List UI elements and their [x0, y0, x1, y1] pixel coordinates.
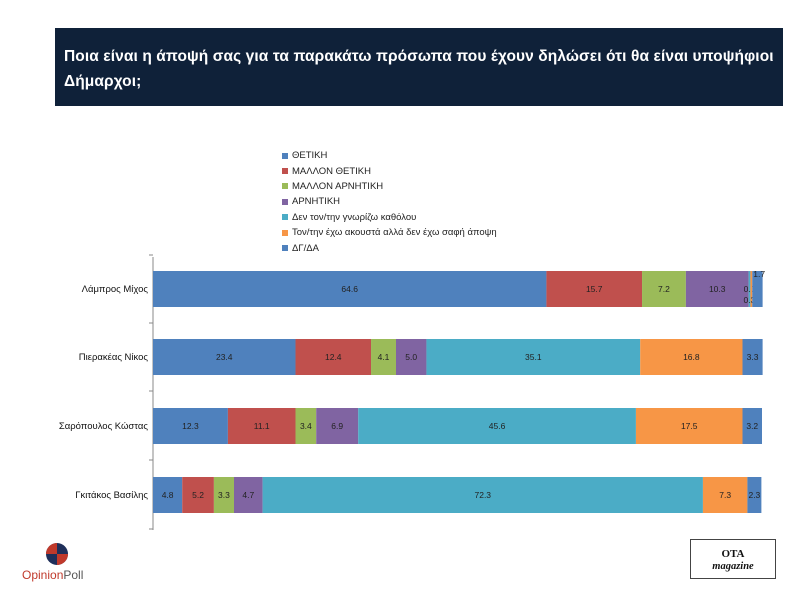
- bar-segment: [640, 339, 743, 375]
- legend-swatch: [282, 214, 288, 221]
- legend-item: ΜΑΛΛΟΝ ΘΕΤΙΚΗ: [282, 163, 497, 178]
- legend-label: ΔΓ/ΔΑ: [292, 242, 319, 254]
- ota-magazine-logo: OTA magazine: [690, 539, 776, 579]
- data-label: 11.1: [254, 421, 270, 431]
- legend-item: Δεν τον/την γνωρίζω καθόλου: [282, 210, 497, 225]
- chart-title: Ποια είναι η άποψή σας για τα παρακάτω π…: [64, 48, 774, 90]
- bar-segment: [295, 339, 372, 375]
- bar-segment: [213, 477, 234, 513]
- bar-segment: [316, 408, 359, 444]
- bar-segment: [295, 408, 317, 444]
- data-label: 3.3: [218, 490, 230, 500]
- category-label: Λάμπρος Μίχος: [82, 284, 149, 295]
- bar-segment: [182, 477, 214, 513]
- data-label: 3.4: [300, 421, 312, 431]
- opinionpoll-logo-text: OpinionPoll: [22, 568, 83, 582]
- data-label: 5.2: [192, 490, 204, 500]
- data-label: 3.2: [746, 421, 758, 431]
- data-label: 7.2: [658, 284, 670, 294]
- data-label: 16.8: [683, 352, 700, 362]
- legend-swatch: [282, 168, 288, 175]
- legend-item: ΘΕΤΙΚΗ: [282, 148, 497, 163]
- bar-segment: [742, 408, 762, 444]
- data-label: 12.3: [182, 421, 199, 431]
- data-label: 4.8: [162, 490, 174, 500]
- bar-segment: [546, 271, 643, 307]
- bar-segment: [153, 339, 296, 375]
- bar-segment: [153, 408, 228, 444]
- legend-swatch: [282, 183, 288, 190]
- data-label: 4.7: [242, 490, 254, 500]
- chart-legend: ΘΕΤΙΚΗ ΜΑΛΛΟΝ ΘΕΤΙΚΗ ΜΑΛΛΟΝ ΑΡΝΗΤΙΚΗ ΑΡΝΗΤΙ…: [282, 148, 497, 256]
- bar-segment: [747, 477, 762, 513]
- legend-swatch: [282, 245, 288, 252]
- ota-logo-line1: OTA: [721, 548, 745, 560]
- bar-segment: [153, 477, 183, 513]
- bar-segment: [153, 271, 547, 307]
- data-label: 35.1: [525, 352, 542, 362]
- legend-label: Τον/την έχω ακουστά αλλά δεν έχω σαφή άπ…: [292, 227, 497, 239]
- bar-segment: [234, 477, 263, 513]
- data-label: 45.6: [489, 421, 506, 431]
- legend-label: ΑΡΝΗΤΙΚΗ: [292, 196, 341, 208]
- legend-label: ΜΑΛΛΟΝ ΑΡΝΗΤΙΚΗ: [292, 180, 384, 192]
- data-label: 12.4: [325, 352, 342, 362]
- bar-segment: [748, 271, 751, 307]
- bar-segment: [358, 408, 636, 444]
- category-label: Σαρόπουλος Κώστας: [59, 421, 149, 432]
- title-banner: Ποια είναι η άποψή σας για τα παρακάτω π…: [55, 28, 783, 106]
- data-label: 1.7: [753, 269, 765, 279]
- data-label: 64.6: [341, 284, 358, 294]
- data-label: 23.4: [216, 352, 233, 362]
- legend-label: Δεν τον/την γνωρίζω καθόλου: [292, 211, 417, 223]
- bar-segment: [395, 339, 427, 375]
- opinionpoll-logo: OpinionPoll: [22, 541, 97, 583]
- bar-segment: [742, 339, 763, 375]
- category-label: Γκιτάκος Βασίλης: [75, 490, 148, 501]
- data-label: 15.7: [586, 284, 603, 294]
- bar-segment: [752, 271, 763, 307]
- data-label: 4.1: [378, 352, 390, 362]
- data-label: 0.3: [744, 295, 756, 305]
- logo-word-opinion: Opinion: [22, 568, 64, 582]
- data-label: 5.0: [405, 352, 417, 362]
- legend-label: ΜΑΛΛΟΝ ΘΕΤΙΚΗ: [292, 165, 371, 177]
- legend-swatch: [282, 229, 288, 236]
- data-label: 3.3: [747, 352, 759, 362]
- bar-segment: [635, 408, 743, 444]
- data-label: 7.3: [719, 490, 731, 500]
- bar-segment: [702, 477, 748, 513]
- opinionpoll-logo-icon: [46, 543, 68, 565]
- bar-segment: [685, 271, 749, 307]
- bar-segment: [642, 271, 686, 307]
- data-label: 6.9: [331, 421, 343, 431]
- data-label: 72.3: [474, 490, 491, 500]
- logo-word-poll: Poll: [63, 568, 84, 582]
- legend-item: ΑΡΝΗΤΙΚΗ: [282, 194, 497, 209]
- legend-item: ΜΑΛΛΟΝ ΑΡΝΗΤΙΚΗ: [282, 179, 497, 194]
- legend-item: Τον/την έχω ακουστά αλλά δεν έχω σαφή άπ…: [282, 225, 497, 240]
- legend-label: ΘΕΤΙΚΗ: [292, 150, 328, 162]
- legend-swatch: [282, 198, 288, 205]
- bar-segment: [426, 339, 641, 375]
- ota-logo-line2: magazine: [712, 561, 754, 572]
- legend-item: ΔΓ/ΔΑ: [282, 240, 497, 255]
- bar-segment: [227, 408, 296, 444]
- bar-segment: [750, 271, 753, 307]
- data-label: 10.3: [709, 284, 726, 294]
- legend-swatch: [282, 152, 288, 159]
- data-label: 17.5: [681, 421, 698, 431]
- bar-segment: [371, 339, 396, 375]
- category-label: Πιερακέας Νίκος: [79, 352, 149, 363]
- data-label: 0.3: [744, 284, 756, 294]
- bar-segment: [262, 477, 703, 513]
- data-label: 2.3: [748, 490, 760, 500]
